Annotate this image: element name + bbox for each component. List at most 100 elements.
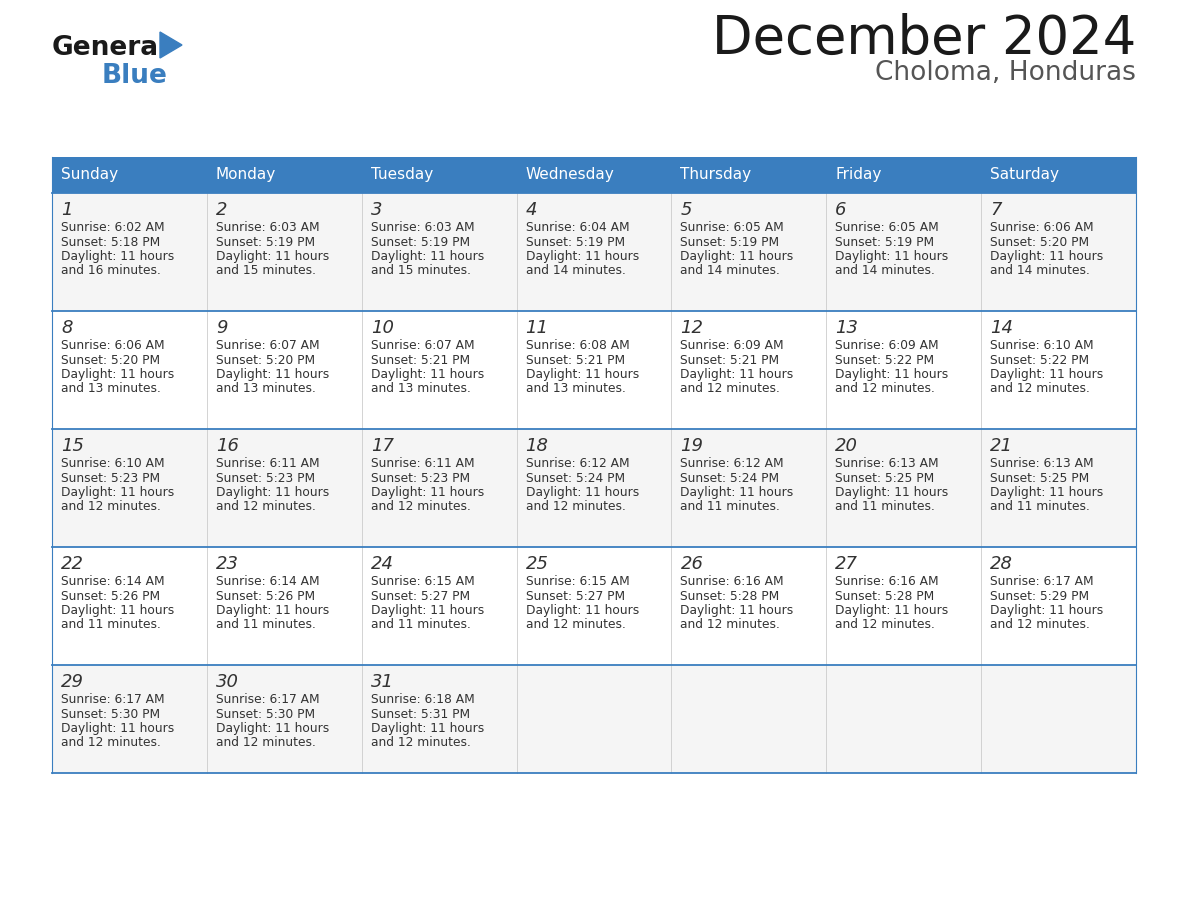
Text: Sunset: 5:23 PM: Sunset: 5:23 PM — [216, 472, 315, 485]
Bar — [671, 665, 827, 773]
Text: Sunrise: 6:14 AM: Sunrise: 6:14 AM — [216, 575, 320, 588]
Text: Sunset: 5:29 PM: Sunset: 5:29 PM — [990, 589, 1089, 602]
Text: and 13 minutes.: and 13 minutes. — [371, 383, 470, 396]
Bar — [361, 429, 517, 547]
Bar — [361, 157, 517, 193]
Bar — [671, 157, 827, 193]
Text: Sunrise: 6:08 AM: Sunrise: 6:08 AM — [525, 339, 630, 352]
Text: Sunrise: 6:03 AM: Sunrise: 6:03 AM — [216, 221, 320, 234]
Text: 24: 24 — [371, 555, 393, 573]
Text: Sunrise: 6:09 AM: Sunrise: 6:09 AM — [835, 339, 939, 352]
Text: 26: 26 — [681, 555, 703, 573]
Text: and 12 minutes.: and 12 minutes. — [61, 736, 160, 749]
Text: and 14 minutes.: and 14 minutes. — [990, 264, 1091, 277]
Text: Sunrise: 6:14 AM: Sunrise: 6:14 AM — [61, 575, 165, 588]
Text: Sunset: 5:28 PM: Sunset: 5:28 PM — [681, 589, 779, 602]
Text: Daylight: 11 hours: Daylight: 11 hours — [61, 722, 175, 735]
Text: Sunset: 5:23 PM: Sunset: 5:23 PM — [61, 472, 160, 485]
Text: Sunset: 5:24 PM: Sunset: 5:24 PM — [525, 472, 625, 485]
Text: 3: 3 — [371, 201, 383, 219]
Text: and 15 minutes.: and 15 minutes. — [371, 264, 470, 277]
Polygon shape — [160, 32, 182, 58]
Text: 8: 8 — [61, 319, 72, 337]
Text: and 12 minutes.: and 12 minutes. — [371, 500, 470, 513]
Bar — [827, 157, 981, 193]
Text: Sunrise: 6:16 AM: Sunrise: 6:16 AM — [835, 575, 939, 588]
Text: Sunrise: 6:02 AM: Sunrise: 6:02 AM — [61, 221, 165, 234]
Text: and 12 minutes.: and 12 minutes. — [835, 619, 935, 632]
Text: Sunday: Sunday — [61, 167, 118, 183]
Text: and 11 minutes.: and 11 minutes. — [216, 619, 316, 632]
Text: Choloma, Honduras: Choloma, Honduras — [876, 60, 1136, 86]
Text: Daylight: 11 hours: Daylight: 11 hours — [216, 250, 329, 263]
Text: 15: 15 — [61, 437, 84, 455]
Text: Sunrise: 6:17 AM: Sunrise: 6:17 AM — [990, 575, 1094, 588]
Bar — [52, 311, 207, 429]
Text: and 12 minutes.: and 12 minutes. — [835, 383, 935, 396]
Text: Daylight: 11 hours: Daylight: 11 hours — [990, 486, 1104, 499]
Text: Daylight: 11 hours: Daylight: 11 hours — [216, 368, 329, 381]
Text: and 11 minutes.: and 11 minutes. — [371, 619, 470, 632]
Text: Friday: Friday — [835, 167, 881, 183]
Text: Sunset: 5:22 PM: Sunset: 5:22 PM — [835, 353, 935, 366]
Bar — [52, 193, 207, 311]
Text: Sunset: 5:28 PM: Sunset: 5:28 PM — [835, 589, 935, 602]
Text: Daylight: 11 hours: Daylight: 11 hours — [681, 486, 794, 499]
Text: Sunset: 5:23 PM: Sunset: 5:23 PM — [371, 472, 469, 485]
Text: Thursday: Thursday — [681, 167, 752, 183]
Text: Daylight: 11 hours: Daylight: 11 hours — [216, 722, 329, 735]
Text: Blue: Blue — [102, 63, 168, 89]
Text: Sunrise: 6:10 AM: Sunrise: 6:10 AM — [61, 457, 165, 470]
Text: 12: 12 — [681, 319, 703, 337]
Bar — [671, 547, 827, 665]
Text: Sunrise: 6:18 AM: Sunrise: 6:18 AM — [371, 693, 474, 706]
Text: Sunset: 5:24 PM: Sunset: 5:24 PM — [681, 472, 779, 485]
Text: Daylight: 11 hours: Daylight: 11 hours — [371, 722, 484, 735]
Text: and 11 minutes.: and 11 minutes. — [61, 619, 160, 632]
Bar — [981, 311, 1136, 429]
Bar — [827, 311, 981, 429]
Bar — [671, 311, 827, 429]
Bar — [671, 429, 827, 547]
Bar — [517, 429, 671, 547]
Text: Sunrise: 6:15 AM: Sunrise: 6:15 AM — [525, 575, 630, 588]
Text: and 12 minutes.: and 12 minutes. — [216, 500, 316, 513]
Text: Daylight: 11 hours: Daylight: 11 hours — [371, 604, 484, 617]
Text: Daylight: 11 hours: Daylight: 11 hours — [990, 604, 1104, 617]
Text: Sunset: 5:20 PM: Sunset: 5:20 PM — [216, 353, 315, 366]
Text: Daylight: 11 hours: Daylight: 11 hours — [835, 604, 948, 617]
Text: 20: 20 — [835, 437, 858, 455]
Text: 14: 14 — [990, 319, 1013, 337]
Text: 19: 19 — [681, 437, 703, 455]
Text: 25: 25 — [525, 555, 549, 573]
Text: Daylight: 11 hours: Daylight: 11 hours — [835, 486, 948, 499]
Text: Sunrise: 6:06 AM: Sunrise: 6:06 AM — [990, 221, 1094, 234]
Text: Daylight: 11 hours: Daylight: 11 hours — [216, 486, 329, 499]
Text: and 11 minutes.: and 11 minutes. — [990, 500, 1091, 513]
Text: Saturday: Saturday — [990, 167, 1060, 183]
Text: Monday: Monday — [216, 167, 276, 183]
Text: Sunset: 5:20 PM: Sunset: 5:20 PM — [61, 353, 160, 366]
Text: Daylight: 11 hours: Daylight: 11 hours — [525, 486, 639, 499]
Text: 23: 23 — [216, 555, 239, 573]
Bar — [981, 547, 1136, 665]
Text: and 13 minutes.: and 13 minutes. — [61, 383, 160, 396]
Bar — [207, 193, 361, 311]
Text: Sunset: 5:27 PM: Sunset: 5:27 PM — [525, 589, 625, 602]
Text: Sunrise: 6:17 AM: Sunrise: 6:17 AM — [216, 693, 320, 706]
Bar — [207, 547, 361, 665]
Text: and 13 minutes.: and 13 minutes. — [525, 383, 625, 396]
Bar — [207, 429, 361, 547]
Text: Sunrise: 6:07 AM: Sunrise: 6:07 AM — [371, 339, 474, 352]
Text: 11: 11 — [525, 319, 549, 337]
Bar — [207, 665, 361, 773]
Text: Sunset: 5:18 PM: Sunset: 5:18 PM — [61, 236, 160, 249]
Bar — [52, 157, 207, 193]
Text: Sunrise: 6:16 AM: Sunrise: 6:16 AM — [681, 575, 784, 588]
Text: Daylight: 11 hours: Daylight: 11 hours — [61, 486, 175, 499]
Text: 30: 30 — [216, 673, 239, 691]
Text: Daylight: 11 hours: Daylight: 11 hours — [525, 604, 639, 617]
Text: 2: 2 — [216, 201, 227, 219]
Text: Daylight: 11 hours: Daylight: 11 hours — [681, 604, 794, 617]
Text: 22: 22 — [61, 555, 84, 573]
